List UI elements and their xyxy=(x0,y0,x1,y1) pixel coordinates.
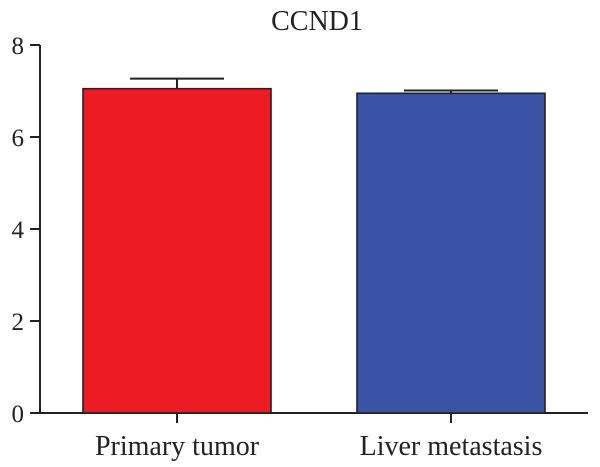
bars xyxy=(82,77,546,414)
x-category-label: Liver metastasis xyxy=(360,431,543,462)
y-tick-label: 4 xyxy=(12,217,25,244)
x-category-label: Primary tumor xyxy=(95,431,260,462)
x-categories: Primary tumor Liver metastasis xyxy=(95,413,542,462)
y-tick-label: 6 xyxy=(12,125,25,152)
y-tick-label: 2 xyxy=(12,309,25,336)
y-ticks: 0 2 4 6 8 xyxy=(12,33,40,428)
bar xyxy=(82,87,272,414)
chart-title: CCND1 xyxy=(271,6,363,37)
y-tick-label: 0 xyxy=(12,401,25,428)
bar xyxy=(356,92,546,414)
y-tick-label: 8 xyxy=(12,33,25,60)
